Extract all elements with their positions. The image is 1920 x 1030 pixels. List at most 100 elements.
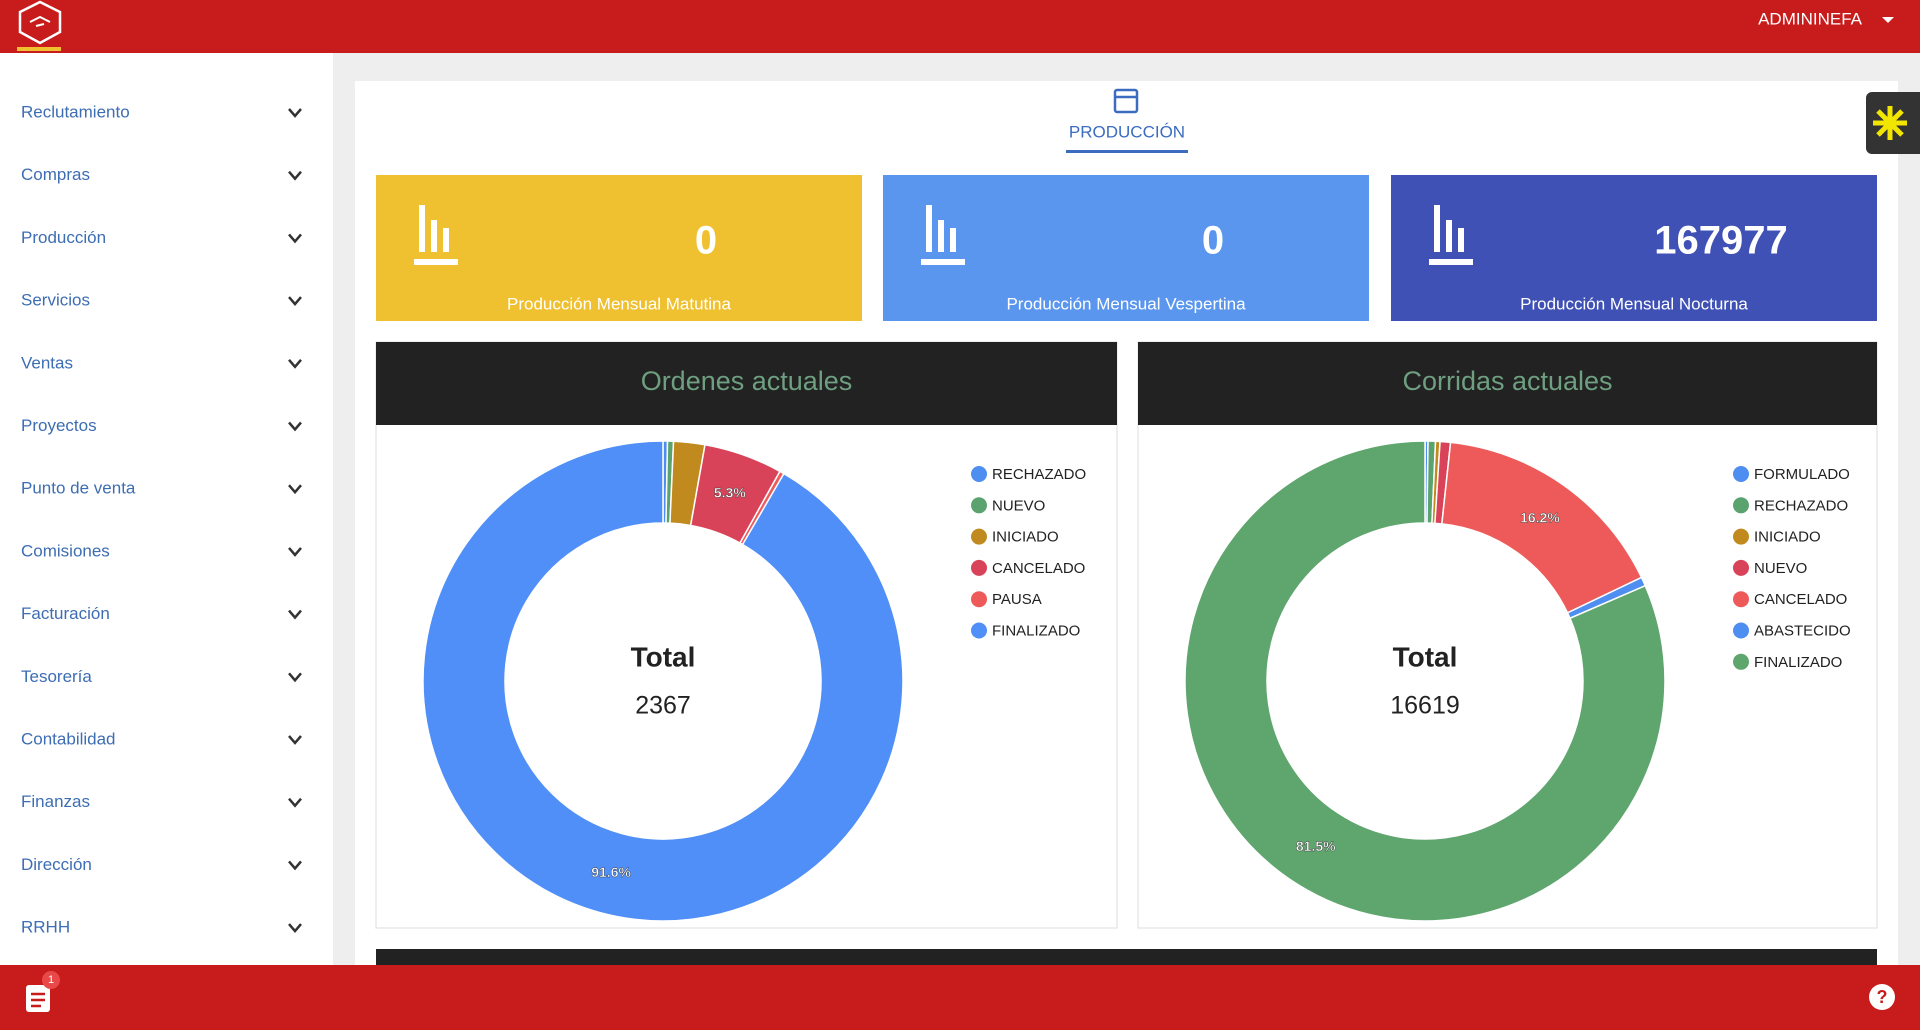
card-icon [414, 205, 458, 265]
sidebar-item[interactable]: Facturación [21, 604, 302, 623]
legend-label: NUEVO [1754, 560, 1807, 577]
sidebar-label: Comisiones [21, 541, 110, 560]
legend-item[interactable]: FORMULADO [1733, 466, 1850, 483]
legend-item[interactable]: INICIADO [1733, 529, 1821, 546]
chevron [288, 672, 302, 683]
sidebar-label: Tesorería [21, 667, 92, 686]
chevron [288, 547, 302, 557]
legend-item[interactable]: NUEVO [1733, 560, 1807, 577]
chevron [288, 170, 302, 181]
sidebar-label: RRHH [21, 918, 70, 937]
sidebar-item[interactable]: Producción [21, 228, 302, 247]
legend-item[interactable]: CANCELADO [1733, 591, 1847, 608]
legend-swatch [971, 622, 987, 639]
tasks-icon-lines [31, 992, 45, 1008]
sidebar [0, 53, 333, 965]
tasks-button[interactable]: 1 [26, 971, 60, 1012]
sidebar-item[interactable]: Dirección [21, 855, 302, 874]
legend-swatch [1733, 528, 1749, 545]
legend-label: RECHAZADO [1754, 497, 1848, 514]
legend-swatch [1733, 591, 1749, 608]
chevron [288, 797, 302, 808]
data-label: 81.5% [1296, 838, 1336, 854]
center-title: Total [1393, 641, 1458, 672]
sidebar-label: Finanzas [21, 792, 90, 811]
center-value: 16619 [1390, 692, 1460, 720]
legend-label: INICIADO [992, 529, 1059, 546]
donut-segment [1184, 440, 1666, 922]
sidebar-item[interactable]: Finanzas [21, 792, 302, 811]
legend-label: FINALIZADO [992, 622, 1080, 639]
tasks-icon [26, 985, 50, 1012]
legend-label: RECHAZADO [992, 466, 1086, 483]
chevron [288, 421, 302, 432]
help-icon [1869, 984, 1895, 1010]
legend-swatch [971, 591, 987, 608]
donut-segment [422, 440, 904, 922]
legend-item[interactable]: PAUSA [971, 591, 1042, 608]
sidebar-label: Dirección [21, 855, 92, 874]
legend-item[interactable]: FINALIZADO [1733, 654, 1842, 671]
logo[interactable] [17, 0, 62, 51]
sidebar-label: Proyectos [21, 416, 97, 435]
legend-item[interactable]: FINALIZADO [971, 622, 1080, 639]
sidebar-item[interactable]: Compras [21, 165, 302, 184]
sidebar-item[interactable]: Tesorería [21, 667, 302, 686]
sidebar-label: Producción [21, 228, 106, 247]
sidebar-label: Servicios [21, 291, 90, 310]
sidebar-item[interactable]: Proyectos [21, 416, 302, 435]
sidebar-label: Punto de venta [21, 479, 136, 498]
sidebar-item[interactable]: Servicios [21, 291, 302, 310]
chevron [288, 358, 302, 369]
chevron [288, 484, 302, 495]
legend-swatch [971, 497, 987, 514]
chevron [288, 108, 302, 118]
sidebar-label: Reclutamiento [21, 102, 130, 121]
legend-swatch [1733, 497, 1749, 514]
help-button[interactable]: ? [1869, 984, 1895, 1010]
card-value: 167977 [1654, 219, 1787, 263]
chevron [288, 296, 302, 307]
sidebar-item[interactable]: Comisiones [21, 541, 302, 560]
sidebar-label: Facturación [21, 604, 110, 623]
data-label: 16.2% [1520, 509, 1560, 525]
legend-label: NUEVO [992, 497, 1045, 514]
card-label: Producción Mensual Matutina [507, 294, 732, 313]
widget-button[interactable] [1866, 92, 1920, 154]
logo-mark [29, 15, 51, 27]
legend-item[interactable]: CANCELADO [971, 560, 1085, 577]
legend-label: CANCELADO [992, 560, 1085, 577]
tab[interactable]: PRODUCCIÓN [1066, 88, 1188, 153]
legend-label: CANCELADO [1754, 591, 1847, 608]
help-glyph: ? [1877, 987, 1888, 1007]
legend-swatch [971, 559, 987, 576]
legend-item[interactable]: ABASTECIDO [1733, 622, 1851, 639]
tab-underline [1066, 150, 1188, 153]
user-name[interactable]: ADMININEFA [1758, 9, 1863, 28]
sidebar-item[interactable]: Reclutamiento [21, 102, 302, 121]
user-menu-arrow[interactable] [1882, 17, 1894, 23]
sidebar-item[interactable]: Contabilidad [21, 729, 302, 748]
legend-item[interactable]: NUEVO [971, 497, 1045, 514]
legend-swatch [1733, 466, 1749, 482]
sidebar-item[interactable]: RRHH [21, 918, 302, 937]
card-label: Producción Mensual Nocturna [1520, 294, 1748, 313]
chevron [288, 860, 302, 871]
card-label: Producción Mensual Vespertina [1006, 294, 1246, 313]
legend-item[interactable]: RECHAZADO [971, 466, 1086, 483]
legend-swatch [971, 466, 987, 482]
legend-swatch [1733, 622, 1749, 639]
badge-count: 1 [48, 974, 54, 986]
legend-item[interactable]: INICIADO [971, 529, 1059, 546]
legend-item[interactable]: RECHAZADO [1733, 497, 1848, 514]
chevron [288, 735, 302, 745]
chevron [288, 233, 302, 244]
legend-swatch [1733, 653, 1749, 670]
sidebar-label: Ventas [21, 353, 73, 372]
stat-card [883, 175, 1369, 321]
sidebar-item[interactable]: Ventas [21, 353, 302, 372]
sidebar-item[interactable]: Punto de venta [21, 479, 302, 498]
sidebar-label: Compras [21, 165, 90, 184]
